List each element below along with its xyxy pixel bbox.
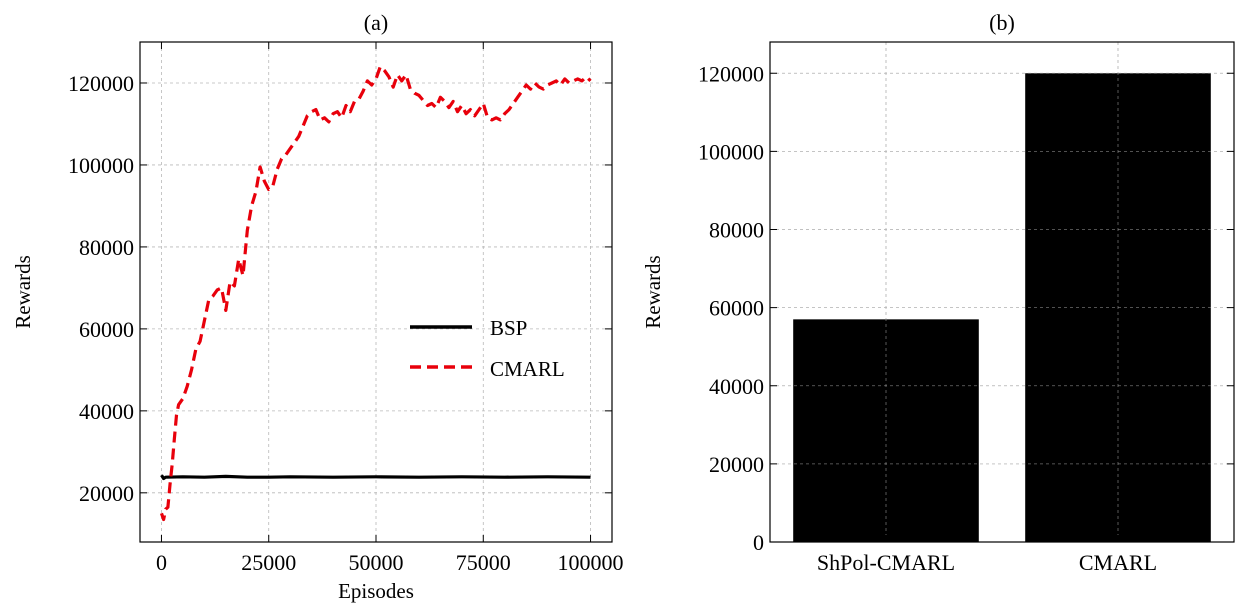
series-lines xyxy=(159,65,592,522)
x-tick-label: 75000 xyxy=(456,550,511,575)
series-line-cmarl xyxy=(159,65,592,522)
x-tick-label: 0 xyxy=(156,550,167,575)
line-chart-panel: 0 25000 50000 75000 100000 20000 40000 60000 800… xyxy=(11,10,624,603)
y-tick-label: 60000 xyxy=(79,317,134,342)
series-line-bsp xyxy=(160,474,591,481)
x-axis-label: Episodes xyxy=(338,579,414,603)
legend: BSP CMARL xyxy=(410,316,565,381)
y-tick-label: 100000 xyxy=(698,139,764,164)
legend-label-cmarl: CMARL xyxy=(490,357,565,381)
y-tick-label: 40000 xyxy=(79,399,134,424)
chart-title: (b) xyxy=(989,10,1015,35)
y-axis-label: Rewards xyxy=(641,255,665,328)
bar-shpol-cmarl xyxy=(793,319,979,542)
y-tick-label: 80000 xyxy=(709,218,764,243)
y-tick-label: 40000 xyxy=(709,374,764,399)
chart-title: (a) xyxy=(364,10,388,35)
x-tick-label: 100000 xyxy=(558,550,624,575)
y-tick-label: 20000 xyxy=(79,481,134,506)
y-axis-label: Rewards xyxy=(11,255,35,328)
y-tick-label: 120000 xyxy=(698,61,764,86)
x-tick-label: 25000 xyxy=(241,550,296,575)
y-tick-label: 60000 xyxy=(709,296,764,321)
plot-frame xyxy=(769,41,1235,543)
x-tick-label: 50000 xyxy=(349,550,404,575)
y-tick-label: 100000 xyxy=(68,153,134,178)
x-tick-label: ShPol-CMARL xyxy=(817,550,955,575)
y-tick-label: 120000 xyxy=(68,71,134,96)
y-tick-label: 0 xyxy=(753,530,764,555)
grid-lines xyxy=(140,42,612,542)
y-tick-label: 80000 xyxy=(79,235,134,260)
y-tick-label: 20000 xyxy=(709,452,764,477)
axis-ticks: 0 20000 40000 60000 80000 100000 120000 ShPol-C… xyxy=(698,61,1234,575)
bar-chart-panel: 0 20000 40000 60000 80000 100000 120000 ShPol-C… xyxy=(641,10,1235,575)
axis-ticks: 0 25000 50000 75000 100000 20000 40000 60000 800… xyxy=(68,42,624,575)
legend-label-bsp: BSP xyxy=(490,316,527,340)
x-tick-label: CMARL xyxy=(1079,550,1157,575)
